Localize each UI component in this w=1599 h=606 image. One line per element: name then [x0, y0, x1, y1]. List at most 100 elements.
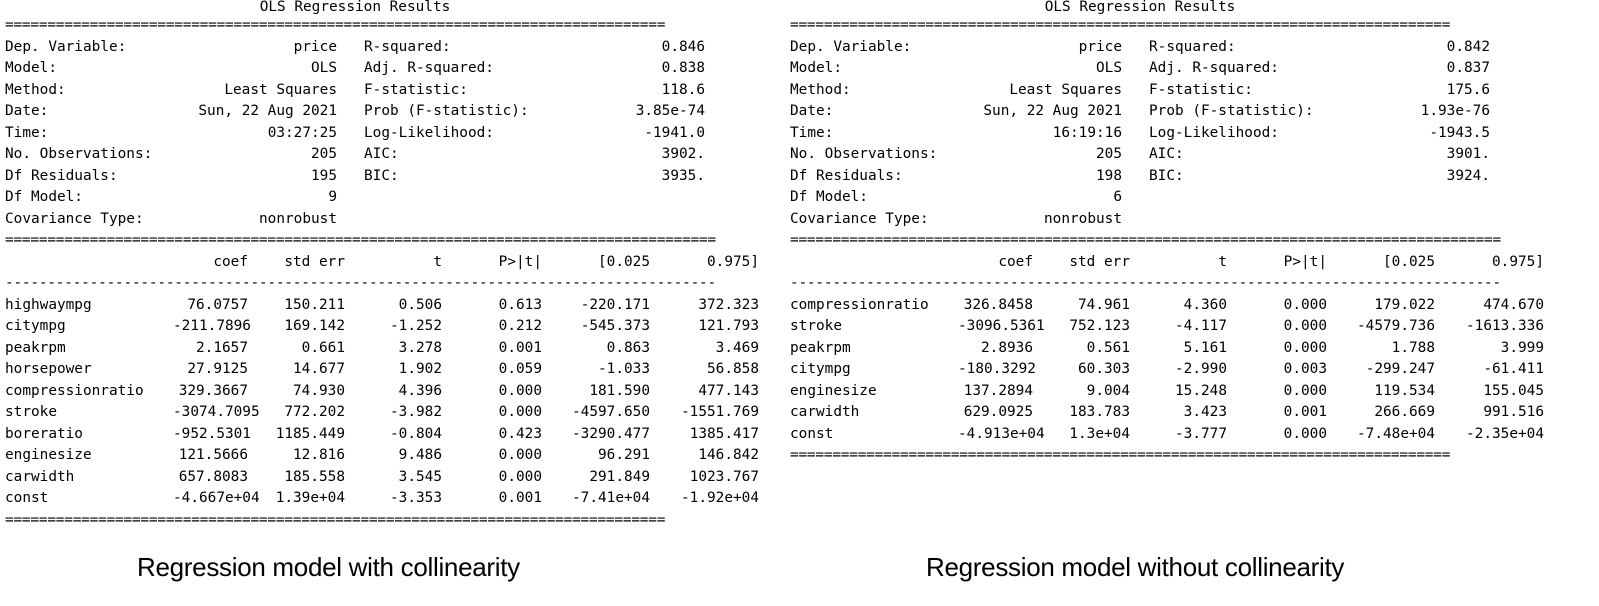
t-value: 3.423 — [1183, 404, 1227, 420]
stat-value: -1941.0 — [644, 124, 705, 141]
t-value: -2.990 — [1175, 361, 1227, 377]
p-value: 0.000 — [498, 404, 542, 420]
ci-upper-value: 477.143 — [698, 382, 759, 399]
table-row: enginesize 137.2894 9.004 15.248 0.000 119.53… — [790, 381, 1545, 403]
table-row: citympg -180.3292 60.303 -2.990 0.003 -299.24… — [790, 359, 1545, 381]
coef-table-header: coef std err t P>|t| [0.025 0.975] — [790, 252, 1545, 274]
info-label: Method: — [790, 81, 851, 98]
col-header-std-err: std err — [284, 253, 345, 270]
model-info-row: Time: 03:27:25 Log-Likelihood: -1941.0 — [5, 123, 760, 145]
p-value: 0.000 — [1283, 382, 1327, 399]
stat-value: 3935. — [661, 167, 705, 184]
stat-label: F-statistic: — [1149, 81, 1253, 98]
std-err-value: 1185.449 — [275, 425, 345, 442]
variable-name: carwidth — [790, 404, 860, 420]
p-value: 0.000 — [498, 447, 542, 463]
ci-lower-value: -545.373 — [580, 318, 650, 334]
ci-lower-value: 291.849 — [589, 468, 650, 485]
ols-summary-with-collinearity: OLS Regression Results =================… — [5, 0, 760, 531]
variable-name: peakrpm — [5, 339, 66, 356]
variable-name: compressionratio — [5, 382, 144, 399]
caption-with-collinearity: Regression model with collinearity — [137, 552, 520, 582]
info-value: Least Squares — [224, 81, 337, 98]
coef-value: 137.2894 — [963, 382, 1033, 399]
table-row: const -4.913e+04 1.3e+04 -3.777 0.000 -7.48e+… — [790, 424, 1545, 446]
std-err-value: 74.961 — [1078, 296, 1130, 313]
stat-label: AIC: — [364, 146, 399, 162]
p-value: 0.212 — [498, 318, 542, 334]
info-label: Covariance Type: — [790, 210, 929, 227]
t-value: 4.396 — [398, 382, 442, 399]
table-row: carwidth 629.0925 183.783 3.423 0.001 266.669… — [790, 402, 1545, 424]
model-info-row: Date: Sun, 22 Aug 2021 Prob (F-statistic):… — [5, 101, 760, 123]
model-info-row: Covariance Type: nonrobust — [5, 209, 760, 231]
ci-upper-value: -1551.769 — [681, 404, 759, 420]
ci-upper-value: -2.35e+04 — [1466, 425, 1544, 442]
table-row: stroke -3096.5361 752.123 -4.117 0.000 -4579.… — [790, 316, 1545, 338]
stat-value: 0.837 — [1446, 60, 1490, 76]
coef-value: -4.913e+04 — [958, 425, 1045, 442]
p-value: 0.001 — [498, 490, 542, 506]
divider-double: ========================================… — [5, 511, 666, 528]
table-row: stroke -3074.7095 772.202 -3.982 0.000 -4597.… — [5, 402, 760, 424]
std-err-value: 60.303 — [1078, 361, 1130, 377]
info-value: 03:27:25 — [267, 124, 337, 141]
ols-summary-without-collinearity: OLS Regression Results =================… — [790, 0, 1545, 467]
variable-name: highwaympg — [5, 296, 92, 313]
summary-title: OLS Regression Results — [259, 0, 451, 15]
ci-lower-value: 181.590 — [589, 382, 650, 399]
stat-label: R-squared: — [364, 38, 451, 55]
std-err-value: 169.142 — [284, 318, 345, 334]
col-header-variable — [5, 252, 173, 274]
variable-name: enginesize — [5, 447, 92, 463]
t-value: 1.902 — [398, 361, 442, 377]
table-row: boreratio -952.5301 1185.449 -0.804 0.423 -32… — [5, 424, 760, 446]
coef-value: 76.0757 — [187, 296, 248, 313]
variable-name: stroke — [5, 404, 57, 420]
coef-value: 657.8083 — [178, 468, 248, 485]
std-err-value: 772.202 — [284, 404, 345, 420]
p-value: 0.000 — [1283, 296, 1327, 313]
col-header-variable — [790, 252, 958, 274]
ci-lower-value: -220.171 — [580, 296, 650, 313]
model-info-table: Dep. Variable: price R-squared: 0.846 Model:… — [5, 37, 760, 231]
stat-value: 0.838 — [661, 60, 705, 76]
ci-upper-value: 1385.417 — [689, 425, 759, 442]
ci-upper-value: -1613.336 — [1466, 318, 1544, 334]
ci-lower-value: -7.41e+04 — [572, 490, 650, 506]
coef-value: -4.667e+04 — [173, 490, 260, 506]
p-value: 0.000 — [1283, 318, 1327, 334]
coef-value: -952.5301 — [173, 425, 251, 442]
stat-label: R-squared: — [1149, 38, 1236, 55]
info-value: Sun, 22 Aug 2021 — [198, 103, 337, 119]
stat-label: Adj. R-squared: — [364, 60, 494, 76]
table-row: peakrpm 2.8936 0.561 5.161 0.000 1.788 3.999 — [790, 338, 1545, 360]
info-label: Df Residuals: — [790, 167, 903, 184]
coef-table-body: highwaympg 76.0757 150.211 0.506 0.613 -220.1… — [5, 295, 760, 510]
std-err-value: 1.39e+04 — [275, 490, 345, 506]
info-value: price — [1078, 38, 1122, 55]
info-label: Df Model: — [790, 189, 868, 205]
p-value: 0.003 — [1283, 361, 1327, 377]
ci-upper-value: 3.999 — [1500, 339, 1544, 356]
variable-name: boreratio — [5, 425, 83, 442]
ci-lower-value: 119.534 — [1374, 382, 1435, 399]
info-value: 205 — [1096, 146, 1122, 162]
t-value: -1.252 — [390, 318, 442, 334]
std-err-value: 9.004 — [1086, 382, 1130, 399]
std-err-value: 185.558 — [284, 468, 345, 485]
p-value: 0.000 — [1283, 339, 1327, 356]
info-value: OLS — [311, 60, 337, 76]
t-value: -0.804 — [390, 425, 442, 442]
coef-value: -211.7896 — [173, 318, 251, 334]
ci-upper-value: 155.045 — [1483, 382, 1544, 399]
variable-name: const — [5, 490, 49, 506]
info-value: 6 — [1113, 189, 1122, 205]
stat-value: 1.93e-76 — [1420, 103, 1490, 119]
p-value: 0.613 — [498, 296, 542, 313]
ci-lower-value: 1.788 — [1391, 339, 1435, 356]
t-value: -3.982 — [390, 404, 442, 420]
model-info-row: Method: Least Squares F-statistic: 175.6 — [790, 80, 1545, 102]
divider-dashed: ----------------------------------------… — [790, 275, 1501, 291]
model-info-row: Covariance Type: nonrobust — [790, 209, 1545, 231]
